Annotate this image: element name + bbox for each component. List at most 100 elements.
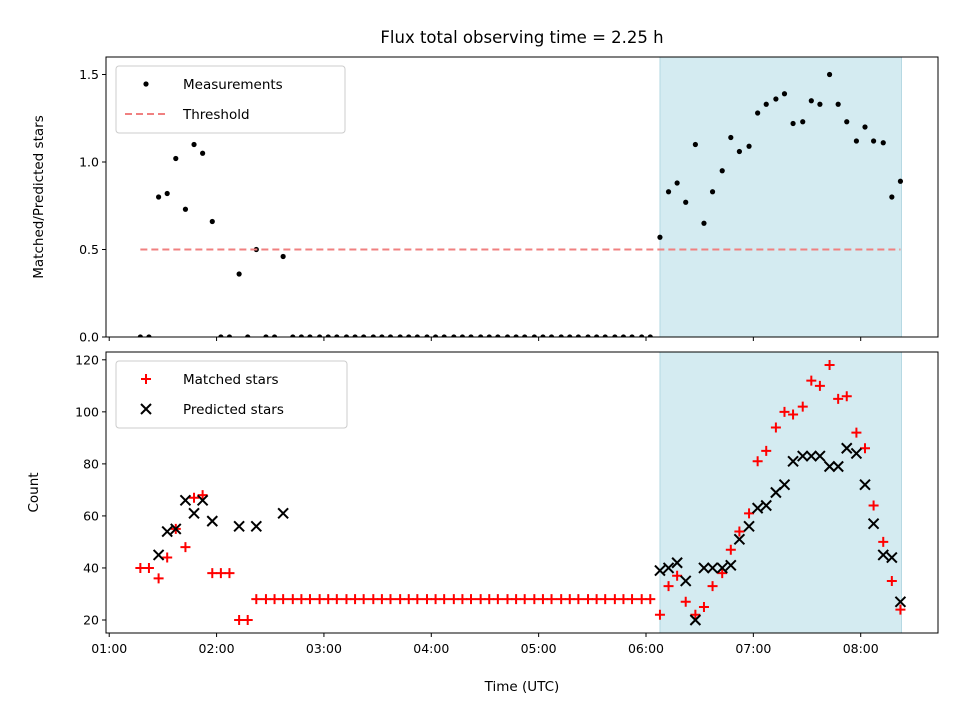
matched-point (833, 393, 844, 404)
measurement-point (137, 334, 143, 337)
x-tick-label: 02:00 (199, 641, 235, 656)
matched-point (484, 594, 495, 605)
legend-label: Measurements (183, 77, 283, 93)
matched-point (752, 456, 763, 467)
matched-point (690, 609, 701, 620)
matched-point (717, 568, 728, 579)
matched-point (583, 594, 594, 605)
measurement-point (585, 334, 591, 337)
matched-point (519, 594, 530, 605)
predicted-point (733, 533, 746, 546)
matched-point (251, 594, 262, 605)
predicted-point (716, 562, 728, 574)
matched-point (636, 594, 647, 605)
x-tick-label: 04:00 (413, 641, 449, 656)
matched-point (323, 594, 334, 605)
matched-point (304, 594, 315, 605)
legend-label: Matched stars (183, 372, 279, 388)
measurement-point (719, 168, 725, 174)
y-tick-label: 0.0 (79, 330, 99, 345)
matched-point (770, 422, 781, 433)
matched-point (502, 594, 513, 605)
predicted-point (250, 520, 263, 533)
predicted-point (152, 549, 165, 561)
predicted-point (698, 562, 710, 574)
matched-point (851, 427, 862, 438)
matched-point (537, 594, 548, 605)
measurement-point (870, 138, 877, 144)
measurement-point (835, 101, 841, 107)
matched-point (895, 604, 906, 615)
predicted-point (188, 507, 200, 520)
measurement-point (620, 334, 627, 337)
measurement-point (468, 334, 474, 337)
matched-point (859, 443, 870, 454)
measurement-point (736, 148, 742, 155)
matched-point (242, 614, 253, 625)
measurement-point (173, 155, 179, 162)
predicted-point (662, 562, 675, 574)
matched-point (672, 570, 683, 581)
matched-point (197, 490, 208, 501)
matched-point (725, 544, 736, 555)
measurement-point (226, 334, 233, 337)
measurement-point (236, 271, 242, 277)
measurement-point (790, 120, 796, 127)
matched-point (403, 594, 414, 605)
matched-point (698, 601, 709, 612)
measurement-point (209, 218, 215, 225)
measurement-point (156, 194, 162, 200)
matched-point (358, 594, 369, 605)
matched-point (529, 594, 540, 605)
measurement-point (307, 334, 313, 337)
x-axis-label: Time (UTC) (484, 679, 560, 695)
measurement-point (540, 334, 546, 337)
plot-frame (105, 351, 939, 634)
measurement-point (844, 119, 850, 125)
predicted-point (886, 551, 898, 564)
measurement-point (182, 206, 189, 212)
predicted-point (787, 455, 799, 467)
y-tick-label: 1.0 (79, 155, 99, 170)
matched-point (314, 594, 325, 605)
predicted-point (233, 520, 245, 533)
measurement-point (701, 220, 707, 226)
predicted-point (277, 507, 289, 520)
predicted-point (841, 442, 853, 454)
matched-point (421, 594, 432, 605)
x-tick-label: 06:00 (628, 641, 664, 656)
matched-point (779, 406, 790, 417)
matched-point (439, 594, 450, 605)
measurement-point (531, 334, 537, 337)
measurement-point (200, 150, 206, 156)
legend-label: Predicted stars (183, 402, 284, 418)
measurement-point (486, 334, 492, 337)
predicted-point (689, 614, 702, 626)
measurement-point (709, 189, 716, 195)
matched-point (135, 562, 146, 573)
matched-point (806, 375, 817, 386)
matched-point (573, 594, 584, 605)
matched-point (143, 562, 154, 573)
matched-point (457, 594, 468, 605)
measurement-point (451, 334, 457, 337)
measurement-point (191, 141, 197, 148)
matched-point (376, 594, 387, 605)
matched-point (207, 568, 218, 579)
predicted-point (654, 564, 666, 577)
predicted-point (671, 557, 683, 569)
measurement-point (143, 81, 149, 87)
predicted-point (877, 549, 889, 561)
measurement-point (674, 180, 680, 186)
measurement-point (325, 334, 331, 337)
measurement-point (594, 334, 600, 337)
measurement-point (548, 334, 555, 337)
matched-point (645, 594, 656, 605)
predicted-point (805, 450, 818, 462)
matched-point (448, 594, 459, 605)
matched-point (564, 594, 575, 605)
measurement-point (280, 253, 286, 260)
matched-point (841, 391, 852, 402)
matched-point (466, 594, 477, 605)
